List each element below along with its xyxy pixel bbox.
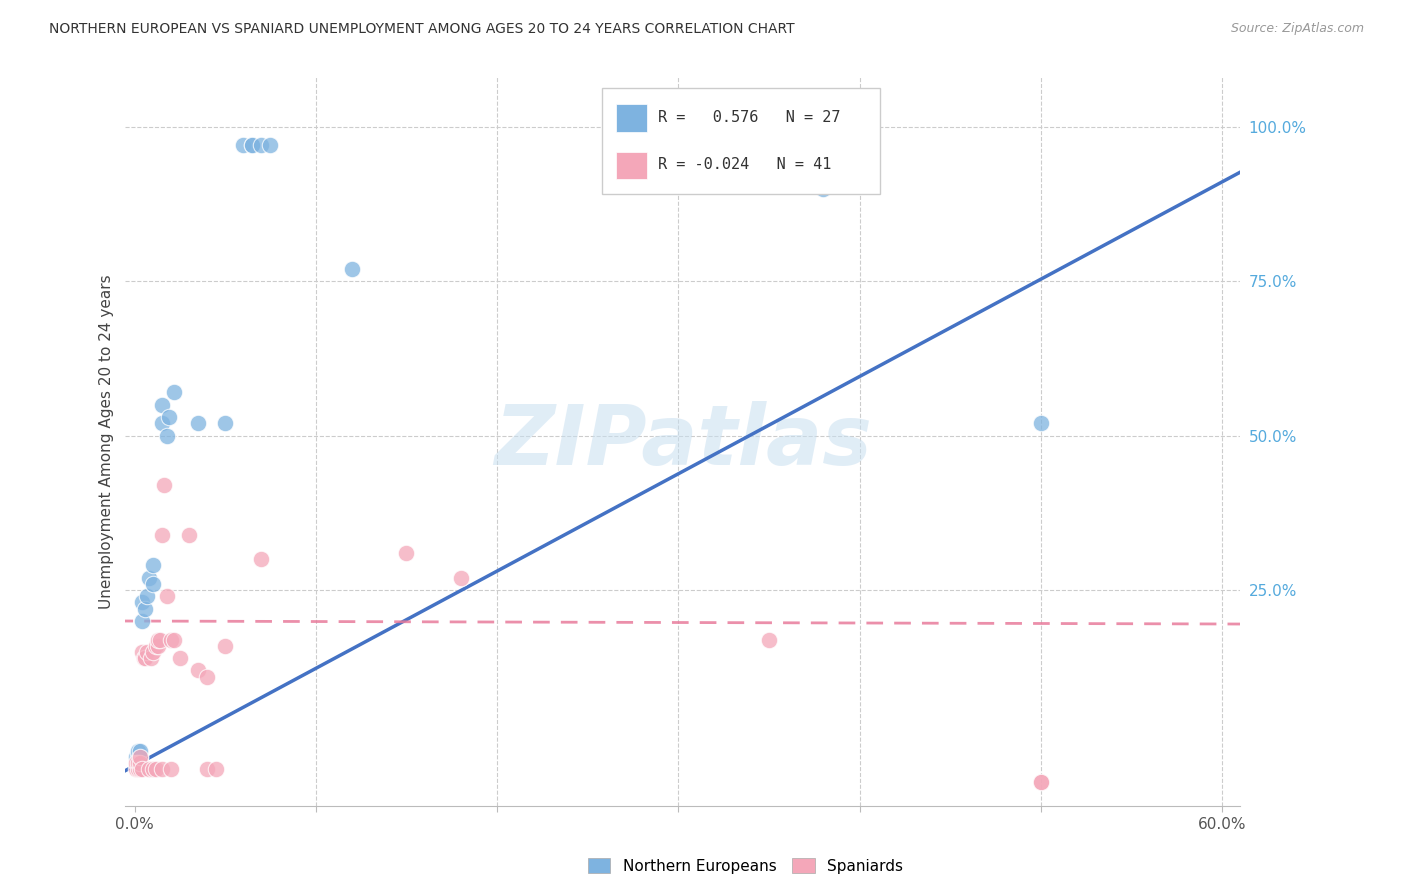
Point [149,632,172,647]
Point [195,669,218,683]
Point [156,589,179,603]
Point [138,762,160,776]
Point [163,632,186,647]
FancyBboxPatch shape [616,152,647,179]
Point [139,651,162,665]
Point [134,601,156,615]
Point [1029,774,1052,789]
Point [205,762,228,776]
Point [127,762,149,776]
Point [395,546,418,560]
Point [129,756,152,770]
Point [134,651,156,665]
Point [152,478,174,492]
Point [250,552,273,566]
Point [127,750,149,764]
Point [150,398,173,412]
Point [142,558,165,573]
Point [187,664,209,678]
Point [163,385,186,400]
Legend: Northern Europeans, Spaniards: Northern Europeans, Spaniards [582,852,908,880]
Point [136,645,159,659]
Point [813,181,835,195]
Text: Source: ZipAtlas.com: Source: ZipAtlas.com [1230,22,1364,36]
Point [136,589,159,603]
Point [1029,417,1052,431]
FancyBboxPatch shape [602,88,880,194]
Point [157,410,180,425]
FancyBboxPatch shape [616,104,647,132]
Point [127,744,149,758]
Point [127,756,149,770]
Point [240,138,263,153]
Point [187,417,209,431]
Text: R = -0.024   N = 41: R = -0.024 N = 41 [658,157,832,172]
Point [129,750,152,764]
Point [250,138,273,153]
Point [125,756,148,770]
Point [214,639,236,653]
Point [150,527,173,541]
Point [129,762,152,776]
Point [150,417,173,431]
Point [150,762,173,776]
Point [177,527,200,541]
Point [214,417,236,431]
Text: ZIPatlas: ZIPatlas [494,401,872,483]
Point [129,750,152,764]
Point [129,744,152,758]
Point [131,762,153,776]
Point [125,750,148,764]
Point [142,577,165,591]
Point [758,632,780,647]
Point [138,571,160,585]
Point [142,645,165,659]
Point [159,762,181,776]
Point [125,762,148,776]
Y-axis label: Unemployment Among Ages 20 to 24 years: Unemployment Among Ages 20 to 24 years [100,275,114,609]
Point [131,645,153,659]
Point [340,261,363,276]
Point [146,632,169,647]
Point [232,138,254,153]
Text: NORTHERN EUROPEAN VS SPANIARD UNEMPLOYMENT AMONG AGES 20 TO 24 YEARS CORRELATION: NORTHERN EUROPEAN VS SPANIARD UNEMPLOYME… [49,22,794,37]
Point [169,651,191,665]
Point [145,762,167,776]
Point [195,762,218,776]
Point [156,428,179,442]
Point [132,651,155,665]
Point [240,138,263,153]
Point [450,571,472,585]
Point [159,632,181,647]
Point [145,639,167,653]
Point [259,138,281,153]
Point [1029,774,1052,789]
Text: R =   0.576   N = 27: R = 0.576 N = 27 [658,110,841,125]
Point [142,762,165,776]
Point [131,614,153,628]
Point [146,639,169,653]
Point [131,595,153,609]
